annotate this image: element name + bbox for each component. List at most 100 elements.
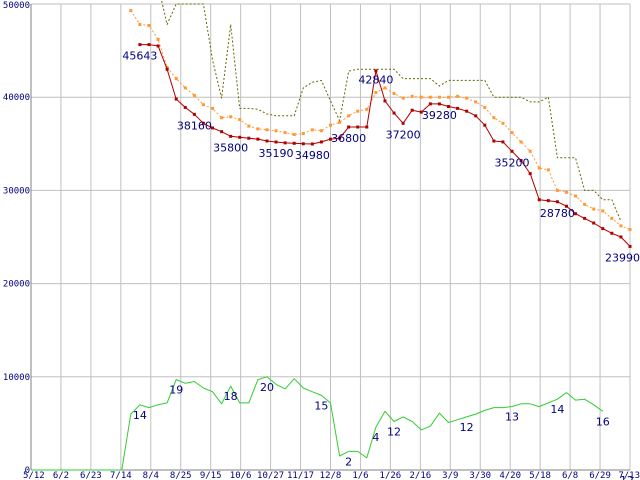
ma-short-point [138,23,142,27]
ma-short-point [310,128,314,132]
ma-short-point [592,207,596,211]
ma-short-point [456,94,460,98]
price-point [383,99,387,103]
volume-data-label: 12 [387,426,401,439]
price-data-label: 35190 [259,147,294,160]
price-point [310,142,314,146]
ma-short-point [446,95,450,99]
x-axis: 5/12 6/2 6/23 7/14 8/4 8/25 9/15 10/6 10/27 11/17… [23,471,640,480]
volume-data-label: 20 [260,381,274,394]
price-point [610,231,614,235]
price-point [583,216,587,220]
price-point [292,141,296,145]
price-point [265,139,269,143]
ma-short-point [501,121,505,125]
price-data-label: 28780 [540,207,575,220]
volume-data-label: 18 [224,390,238,403]
x-tick-label: 7/14 [110,471,132,480]
price-point [592,221,596,225]
price-point [419,110,423,114]
series-group [31,0,632,471]
price-point [446,105,450,109]
series-line-ma-long [160,0,622,222]
ma-short-point [229,115,233,119]
price-point [519,159,523,163]
price-point [174,97,178,101]
price-point [283,141,287,145]
price-data-label: 35800 [213,141,248,154]
x-tick-label: 6/29 [589,471,611,480]
price-point [628,244,632,248]
price-point [483,123,487,127]
price-data-label: 38160 [177,119,212,132]
ma-short-point [601,209,605,213]
price-point [492,139,496,143]
price-point [229,134,233,138]
ma-short-point [628,228,632,232]
x-tick-label: 12/8 [320,471,342,480]
price-point [138,43,142,47]
y-tick-label: 10000 [3,373,30,383]
price-data-label: 35200 [495,156,530,169]
x-tick-label: 2/16 [410,471,432,480]
price-data-label: 23990 [605,251,640,264]
series-line-ma-short [130,10,631,230]
ma-short-point [301,132,305,136]
y-tick-label: 40000 [3,93,30,103]
price-point [301,142,305,146]
ma-short-point [147,23,151,27]
ma-short-point [528,149,532,153]
y-axis: 0 10000 20000 30000 40000 50000 [3,1,30,476]
x-tick-label: 6/23 [80,471,102,480]
x-tick-label: 6/8 [562,471,578,480]
y-tick-label: 0 [25,466,30,476]
y-tick-label: 30000 [3,186,30,196]
ma-short-point [174,77,178,81]
ma-short-point [410,94,414,98]
price-point [211,126,215,130]
ma-short-point [465,96,469,100]
ma-short-point [183,86,187,90]
volume-data-label: 15 [314,399,328,412]
ma-short-point [474,100,478,104]
x-tick-label: 6/2 [53,471,69,480]
price-point [546,199,550,203]
volume-data-label: 12 [460,421,474,434]
price-point [192,112,196,116]
ma-short-point [564,190,568,194]
volume-data-label: 14 [550,403,564,416]
price-point [201,121,205,125]
ma-short-point [374,91,378,95]
ma-short-point [365,107,369,111]
price-point [247,136,251,140]
ma-short-point [220,116,224,120]
ma-short-point [201,103,205,107]
price-data-label: 45643 [122,50,157,63]
y-tick-label: 50000 [3,1,30,11]
price-point [374,69,378,73]
price-point [274,140,278,144]
ma-short-point [156,37,160,41]
ma-short-point [510,131,514,135]
price-point [601,227,605,231]
price-point [165,67,169,71]
ma-short-point [319,129,323,133]
price-point [619,235,623,239]
price-point [510,149,514,153]
ma-short-point [238,118,242,122]
price-point [574,212,578,216]
price-point [156,44,160,48]
ma-short-point [428,95,432,99]
price-point [410,108,414,112]
volume-data-label: 16 [596,415,610,428]
price-point [501,140,505,144]
grid [30,3,631,471]
ma-short-point [546,168,550,172]
ma-short-point [383,86,387,90]
ma-short-point [519,140,523,144]
x-tick-label: 3/9 [442,471,458,480]
ma-short-point [583,202,587,206]
ma-short-point [483,105,487,109]
